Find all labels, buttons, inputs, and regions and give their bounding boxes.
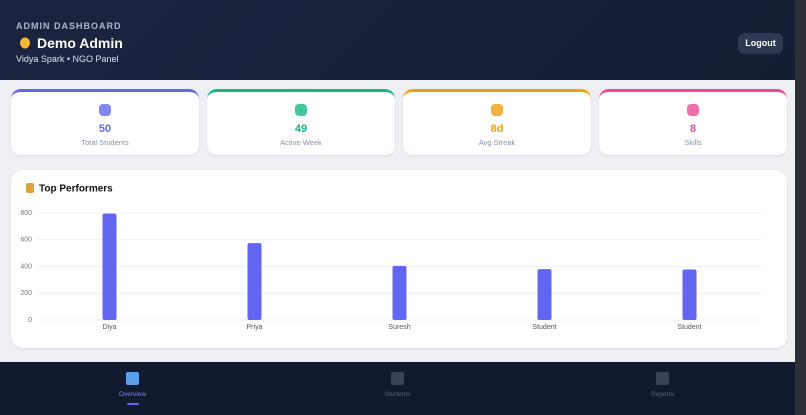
- nav-label: Students: [384, 391, 411, 398]
- bottom-nav: Overview Students Reports: [0, 362, 795, 415]
- x-tick-label: Student: [677, 324, 701, 331]
- y-tick-label: 600: [20, 237, 32, 244]
- logout-button[interactable]: Logout: [738, 33, 783, 54]
- stat-card: 50 Total Students: [11, 89, 199, 155]
- stat-label: Skills: [684, 138, 702, 147]
- eyebrow: ADMIN DASHBOARD: [16, 21, 122, 31]
- nav-icon: [656, 372, 669, 385]
- stat-label: Active Week: [280, 138, 322, 147]
- y-tick-label: 400: [20, 263, 32, 270]
- bar: [682, 269, 697, 320]
- stat-label: Total Students: [81, 138, 129, 147]
- x-tick-label: Suresh: [388, 324, 410, 331]
- y-tick-label: 800: [20, 210, 32, 217]
- stat-value: 8: [689, 123, 697, 135]
- x-tick-label: Priya: [247, 324, 263, 331]
- stat-card: 8 Skills: [599, 89, 787, 155]
- nav-icon: [391, 372, 404, 385]
- x-tick-label: Student: [532, 324, 556, 331]
- bar: [102, 213, 117, 320]
- stat-icon: [687, 104, 699, 116]
- bar: [247, 243, 262, 320]
- stat-label: Avg Streak: [478, 138, 516, 147]
- y-tick-label: 200: [20, 290, 32, 297]
- active-indicator: [127, 403, 139, 405]
- nav-label: Overview: [118, 391, 147, 398]
- stat-value: 50: [98, 123, 112, 135]
- chart: Top Performers 0 200 400 600 800 Diya Priya Sur…: [20, 183, 762, 331]
- stat-value: 8d: [490, 123, 504, 135]
- stat-icon: [295, 104, 307, 116]
- stat-card: 49 Active Week: [207, 89, 395, 155]
- trophy-icon: [26, 183, 34, 193]
- chart-title: Top Performers: [39, 184, 113, 195]
- nav-icon: [126, 372, 139, 385]
- stat-icon: [491, 104, 503, 116]
- title: Demo Admin: [37, 35, 123, 51]
- subtitle: Vidya Spark • NGO Panel: [16, 54, 119, 64]
- bar: [537, 269, 552, 320]
- nav-label: Reports: [651, 391, 674, 398]
- wave-icon: [20, 37, 30, 49]
- stat-icon: [99, 104, 111, 116]
- nav-item[interactable]: Reports: [530, 362, 795, 415]
- header: ADMIN DASHBOARD Demo Admin Vidya Spark •…: [0, 0, 795, 80]
- nav-item[interactable]: Overview: [0, 362, 265, 415]
- stat-card: 8d Avg Streak: [403, 89, 591, 155]
- bar: [392, 265, 407, 320]
- stat-value: 49: [294, 123, 308, 135]
- x-tick-label: Diya: [102, 324, 116, 331]
- y-tick-label: 0: [28, 317, 32, 324]
- nav-item[interactable]: Students: [265, 362, 530, 415]
- chart-card: Top Performers 0 200 400 600 800 Diya Priya Sur…: [11, 170, 787, 348]
